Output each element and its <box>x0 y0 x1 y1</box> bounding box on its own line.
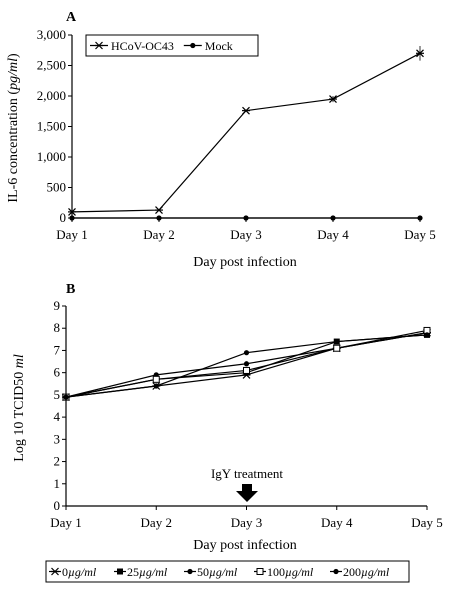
y-tick-label: 4 <box>54 409 61 424</box>
chart-b-x-axis-label: Day post infection <box>193 538 296 553</box>
x-tick-label: Day 1 <box>50 515 81 530</box>
chart-b-legend: 0µg/ml 25µg/ml 50µg/ml 100µg/ml 200µg/ml <box>45 560 410 583</box>
series-200 <box>63 332 430 400</box>
legend-marker <box>190 42 196 49</box>
legend-marker <box>187 568 193 575</box>
x-tick-label: Day 4 <box>321 515 353 530</box>
igy-treatment-annotation: IgY treatment <box>211 466 283 502</box>
legend-label: 100µg/ml <box>267 565 314 579</box>
x-tick-label: Day 2 <box>143 227 174 242</box>
chart-b-y-axis-label: Log 10 TCID50 ml <box>12 354 27 462</box>
y-tick-label: 3 <box>54 431 61 446</box>
legend-item: 0µg/ml <box>49 565 97 579</box>
legend-label: Mock <box>205 39 233 53</box>
y-tick-label: 8 <box>54 320 61 335</box>
x-tick-label: Day 5 <box>411 515 442 530</box>
chart-b-series <box>62 326 431 402</box>
data-point <box>424 332 430 338</box>
data-point <box>153 383 159 389</box>
legend-item: 100µg/ml <box>254 565 314 579</box>
data-point <box>243 366 250 374</box>
y-tick-label: 1,000 <box>37 149 66 164</box>
legend-label: 200µg/ml <box>343 565 390 579</box>
chart-a-axes: 0 500 1,000 1,500 2,000 2,500 3,000 Day 1 Day 2 D… <box>37 27 436 242</box>
data-point <box>330 215 336 221</box>
y-tick-label: 3,000 <box>37 27 66 42</box>
data-point <box>152 375 160 383</box>
legend-item: HCoV-OC43 <box>90 39 174 53</box>
panel-b-label: B <box>66 282 75 297</box>
legend-marker <box>51 567 59 576</box>
legend-label: 0µg/ml <box>62 565 97 579</box>
y-tick-label: 6 <box>54 365 61 380</box>
data-point <box>416 49 424 58</box>
legend-item: 25µg/ml <box>114 565 168 579</box>
data-point <box>156 215 162 221</box>
legend-item: Mock <box>183 39 233 53</box>
data-point <box>243 350 250 356</box>
x-tick-label: Day 1 <box>56 227 87 242</box>
data-point <box>155 206 163 214</box>
chart-a-y-axis-label: IL-6 concentration (pg/ml) <box>6 53 21 203</box>
legend-box <box>85 34 259 57</box>
igy-treatment-label: IgY treatment <box>211 466 283 481</box>
data-point <box>333 344 341 352</box>
data-point <box>69 215 75 221</box>
data-point <box>334 338 340 345</box>
series-Mock <box>69 215 423 221</box>
x-tick-label: Day 3 <box>230 227 261 242</box>
y-tick-label: 7 <box>54 342 61 357</box>
data-point <box>417 215 423 221</box>
x-tick-label: Day 4 <box>317 227 349 242</box>
y-tick-label: 0 <box>54 498 61 513</box>
chart-a-legend: HCoV-OC43 Mock <box>85 34 259 57</box>
y-tick-label: 1 <box>54 476 61 491</box>
legend-marker <box>95 41 103 50</box>
chart-b-axes: 0 1 2 3 4 5 6 7 8 9 Day 1 Day 2 Day 3 Day 4 Day 5 <box>50 298 442 530</box>
y-tick-label: 2 <box>54 454 61 469</box>
legend-marker <box>256 568 264 575</box>
series-line <box>71 52 421 213</box>
series-HCoV-OC43 <box>68 45 424 216</box>
y-tick-label: 9 <box>54 298 61 313</box>
y-tick-label: 0 <box>60 210 67 225</box>
chart-a-x-axis-label: Day post infection <box>193 255 296 270</box>
legend-label: 50µg/ml <box>197 565 238 579</box>
y-tick-label: 500 <box>47 180 67 195</box>
y-tick-label: 2,000 <box>37 88 66 103</box>
legend-box <box>45 560 410 583</box>
legend-label: 25µg/ml <box>127 565 168 579</box>
legend-label: HCoV-OC43 <box>111 39 174 53</box>
x-tick-label: Day 5 <box>404 227 435 242</box>
legend-marker <box>333 568 339 575</box>
y-tick-label: 2,500 <box>37 58 66 73</box>
legend-item: 50µg/ml <box>184 565 238 579</box>
down-arrow-icon <box>236 484 258 502</box>
legend-item: 200µg/ml <box>330 565 390 579</box>
data-point <box>243 361 250 367</box>
data-point <box>63 394 69 400</box>
data-point <box>68 207 76 216</box>
y-tick-label: 1,500 <box>37 119 66 134</box>
x-tick-label: Day 3 <box>231 515 262 530</box>
panel-a-label: A <box>66 10 77 25</box>
x-tick-label: Day 2 <box>141 515 172 530</box>
chart-a-series <box>68 45 424 221</box>
data-point <box>242 106 250 115</box>
data-point <box>329 95 337 103</box>
y-tick-label: 5 <box>54 387 61 402</box>
legend-marker <box>117 568 123 575</box>
data-point <box>243 215 249 221</box>
